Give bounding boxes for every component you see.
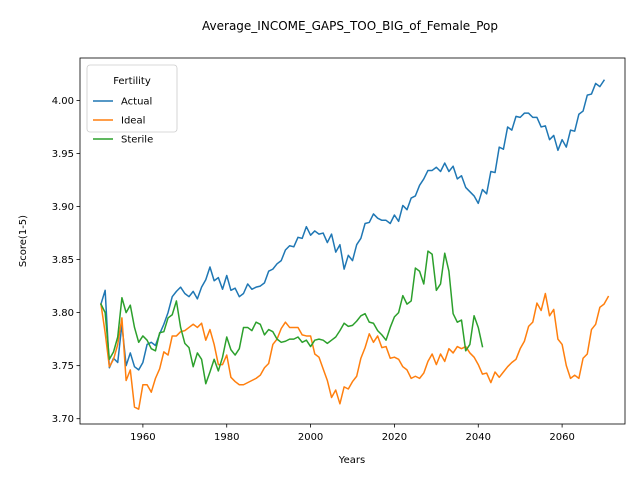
legend: Fertility Actual Ideal Sterile	[86, 64, 178, 146]
chart-title: Average_INCOME_GAPS_TOO_BIG_of_Female_Po…	[202, 19, 498, 33]
y-tick-label: 3.70	[52, 414, 74, 425]
series-layer	[99, 79, 610, 410]
x-tick-label: 1980	[214, 432, 239, 443]
x-axis-label: Years	[338, 455, 365, 466]
y-tick-label: 3.80	[52, 308, 74, 319]
legend-title: Fertility	[113, 76, 151, 87]
y-tick-label: 3.85	[52, 255, 74, 266]
y-tick-label: 3.95	[52, 149, 74, 160]
x-axis: 1960 1980 2000 2020 2040 2060	[130, 424, 575, 443]
y-axis: 3.70 3.75 3.80 3.85 3.90 3.95 4.00	[52, 96, 80, 425]
series-line-sterile	[99, 250, 484, 385]
plot-frame	[79, 57, 626, 425]
x-tick-label: 2060	[549, 432, 574, 443]
x-tick-label: 2040	[466, 432, 491, 443]
series-line-ideal	[100, 292, 610, 410]
x-tick-label: 2000	[298, 432, 323, 443]
legend-label-ideal: Ideal	[121, 116, 145, 127]
legend-label-sterile: Sterile	[121, 135, 153, 146]
legend-label-actual: Actual	[121, 97, 152, 108]
y-tick-label: 3.90	[52, 202, 74, 213]
series-line-actual	[100, 79, 606, 371]
legend-box	[86, 64, 178, 133]
x-tick-label: 2020	[382, 432, 407, 443]
y-tick-label: 4.00	[52, 96, 74, 107]
y-axis-label: Score(1-5)	[18, 215, 29, 267]
x-tick-label: 1960	[130, 432, 155, 443]
y-tick-label: 3.75	[52, 361, 74, 372]
